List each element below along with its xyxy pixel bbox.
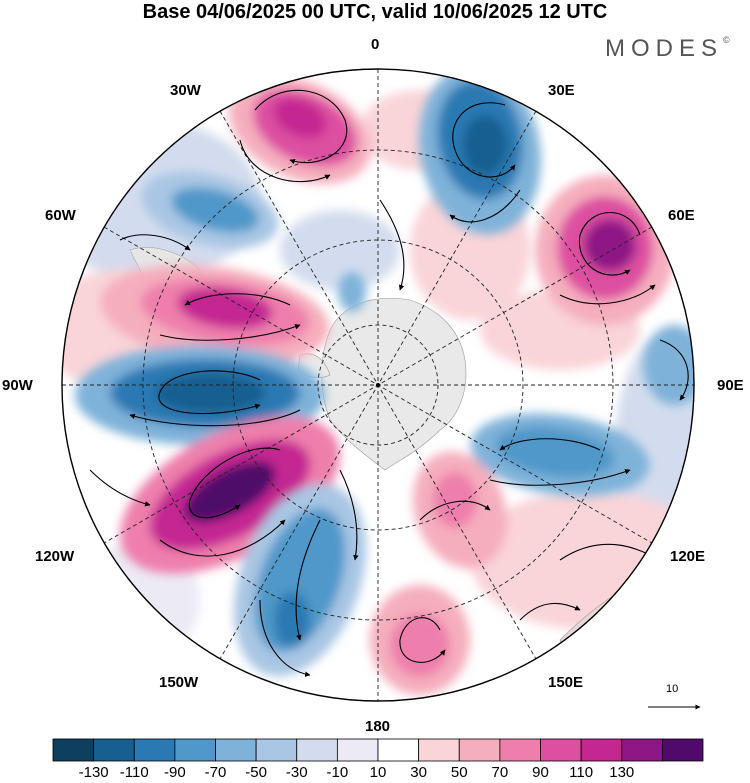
anomaly-high <box>273 97 327 139</box>
streamline <box>449 189 521 223</box>
streamline <box>519 602 581 621</box>
lon-label-90e: 90E <box>717 377 744 394</box>
streamline <box>254 89 348 165</box>
anomaly-low <box>463 115 507 175</box>
colorbar-tick-label: -70 <box>204 764 227 781</box>
brand-name: MODES <box>605 35 724 62</box>
streamline <box>489 469 631 486</box>
streamline <box>259 599 311 677</box>
streamline <box>159 519 286 557</box>
colorbar-tick-label: 130 <box>609 764 635 781</box>
lon-label-150e: 150E <box>548 674 584 691</box>
anomaly-high <box>584 219 636 271</box>
lon-label-60w: 60W <box>45 207 76 224</box>
map-boundary <box>61 68 695 702</box>
anomaly-low <box>274 592 310 648</box>
anomaly-low <box>643 325 694 405</box>
anomaly-centers <box>75 69 694 695</box>
streamline <box>399 617 446 663</box>
anomaly-cell <box>280 210 400 290</box>
colorbar-tick-label: -110 <box>119 764 149 781</box>
streamline <box>419 500 491 521</box>
lon-label-60e: 60E <box>668 207 695 224</box>
anomaly-high <box>390 613 450 677</box>
streamline <box>452 102 516 178</box>
lon-label-150w: 150W <box>159 674 199 691</box>
colorbar-tick-label: 110 <box>569 764 594 781</box>
colorbar-tick-label: -50 <box>245 764 267 781</box>
colorbar-tick-label: 90 <box>532 764 549 781</box>
streamline <box>578 212 641 276</box>
streamline <box>339 469 359 561</box>
streamline <box>379 199 405 291</box>
brand-logo: MODES© <box>605 35 730 63</box>
antarctica-landmass <box>321 298 467 471</box>
streamline <box>184 293 291 306</box>
colorbar-tick-label: 70 <box>491 764 509 781</box>
streamline <box>129 409 301 427</box>
streamline <box>239 139 331 183</box>
anomaly-high <box>184 461 276 523</box>
colorbar-tick-label: 30 <box>410 764 427 781</box>
lon-label-180: 180 <box>365 718 391 735</box>
streamline <box>119 234 191 251</box>
lon-label-120w: 120W <box>35 548 75 565</box>
streamline <box>89 469 151 507</box>
anomaly-low <box>155 373 265 413</box>
streamline <box>188 447 281 519</box>
south-pole-marker <box>376 383 380 387</box>
anomaly-high <box>433 472 477 528</box>
colorbar-tick-label: -10 <box>326 764 349 781</box>
streamline <box>659 339 689 401</box>
streamline <box>158 370 261 415</box>
page-title: Base 04/06/2025 00 UTC, valid 10/06/2025… <box>142 1 608 23</box>
lon-label-90w: 90W <box>2 377 33 394</box>
colorbar-tick-label: 10 <box>369 764 387 781</box>
anomaly-low <box>338 272 366 312</box>
wind-reference-label: 10 <box>666 683 679 695</box>
anomaly-low <box>171 187 259 233</box>
colorbar-tick-label: -90 <box>164 764 186 781</box>
lon-label-30w: 30W <box>170 82 201 99</box>
colorbar-tick-label: 50 <box>450 764 468 781</box>
lon-label-120e: 120E <box>670 548 706 565</box>
lon-label-0: 0 <box>371 36 380 53</box>
streamline <box>295 519 321 641</box>
field-layer <box>62 69 694 701</box>
streamline <box>159 324 301 341</box>
streamline <box>559 284 656 305</box>
brand-mark: © <box>723 35 730 45</box>
streamline <box>499 438 601 451</box>
colorbar-tick-label: -130 <box>78 764 109 781</box>
colorbar-tick-label: -30 <box>285 764 308 781</box>
streamlines <box>89 89 689 677</box>
lon-label-30e: 30E <box>548 82 575 99</box>
anomaly-low <box>495 426 615 478</box>
streamline <box>559 543 651 561</box>
